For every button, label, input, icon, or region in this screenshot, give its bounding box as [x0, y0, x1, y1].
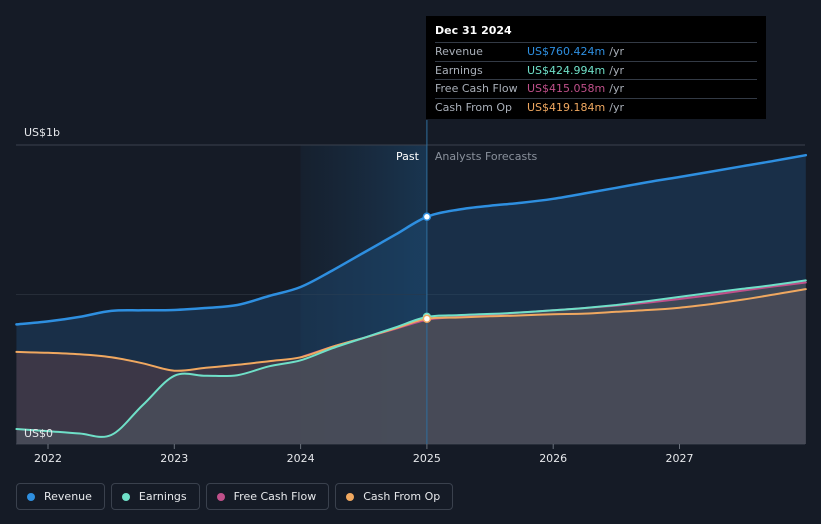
tooltip-row-revenue: Revenue US$760.424m /yr — [435, 42, 757, 61]
tooltip-value: US$760.424m — [527, 45, 606, 58]
legend-item-earnings[interactable]: Earnings — [110, 483, 200, 510]
tooltip-value: US$419.184m — [527, 100, 606, 114]
legend-label: Cash From Op — [363, 490, 441, 503]
earnings-area — [16, 280, 806, 444]
tooltip-unit: /yr — [609, 82, 624, 95]
tooltip-unit: /yr — [609, 63, 624, 77]
tooltip-label: Cash From Op — [435, 100, 513, 114]
tooltip-date: Dec 31 2024 — [435, 24, 512, 37]
tooltip-unit: /yr — [609, 100, 624, 114]
x-tick-label: 2027 — [666, 452, 694, 465]
legend-item-revenue[interactable]: Revenue — [16, 483, 105, 510]
revenue-marker — [422, 212, 432, 222]
cash-from-op-marker — [422, 314, 432, 323]
x-tick-label: 2023 — [160, 452, 188, 465]
dot-icon — [346, 492, 355, 501]
dot-icon — [27, 492, 35, 501]
revenue-line — [15, 153, 808, 326]
tooltip-value: US$424.994m — [527, 63, 606, 77]
legend-item-free-cash-flow[interactable]: Free Cash Flow — [205, 483, 330, 510]
tooltip-row-free-cash-flow: Free Cash Flow US$415.058m /yr — [435, 79, 757, 98]
earnings-line — [15, 279, 807, 438]
tooltip: Dec 31 2024 Revenue US$760.424m /yr Earn… — [426, 16, 766, 119]
legend-label: Free Cash Flow — [233, 490, 317, 503]
x-tick-label: 2025 — [413, 452, 441, 465]
legend: Revenue Earnings Free Cash Flow Cash Fro… — [16, 483, 454, 510]
legend-label: Earnings — [138, 490, 187, 503]
forecast-label: Analysts Forecasts — [435, 150, 538, 163]
dot-icon — [216, 492, 225, 501]
tooltip-label: Earnings — [435, 63, 483, 77]
tooltip-row-earnings: Earnings US$424.994m /yr — [435, 60, 757, 80]
legend-item-cash-from-op[interactable]: Cash From Op — [335, 483, 454, 510]
x-tick-label: 2022 — [34, 452, 62, 465]
cash-from-op-line — [15, 288, 807, 372]
tooltip-unit: /yr — [609, 45, 624, 58]
tooltip-value: US$415.058m — [527, 82, 606, 95]
tooltip-label: Free Cash Flow — [435, 82, 518, 95]
x-tick-label: 2026 — [539, 452, 567, 465]
tooltip-row-cash-from-op: Cash From Op US$419.184m /yr — [435, 97, 757, 117]
tooltip-label: Revenue — [435, 45, 483, 58]
y-axis-top-label: US$1b — [24, 126, 60, 139]
legend-label: Revenue — [44, 490, 92, 503]
past-label: Past — [396, 150, 420, 163]
x-tick-label: 2024 — [287, 452, 315, 465]
dot-icon — [121, 492, 130, 501]
y-axis-bottom-label: US$0 — [24, 427, 53, 440]
